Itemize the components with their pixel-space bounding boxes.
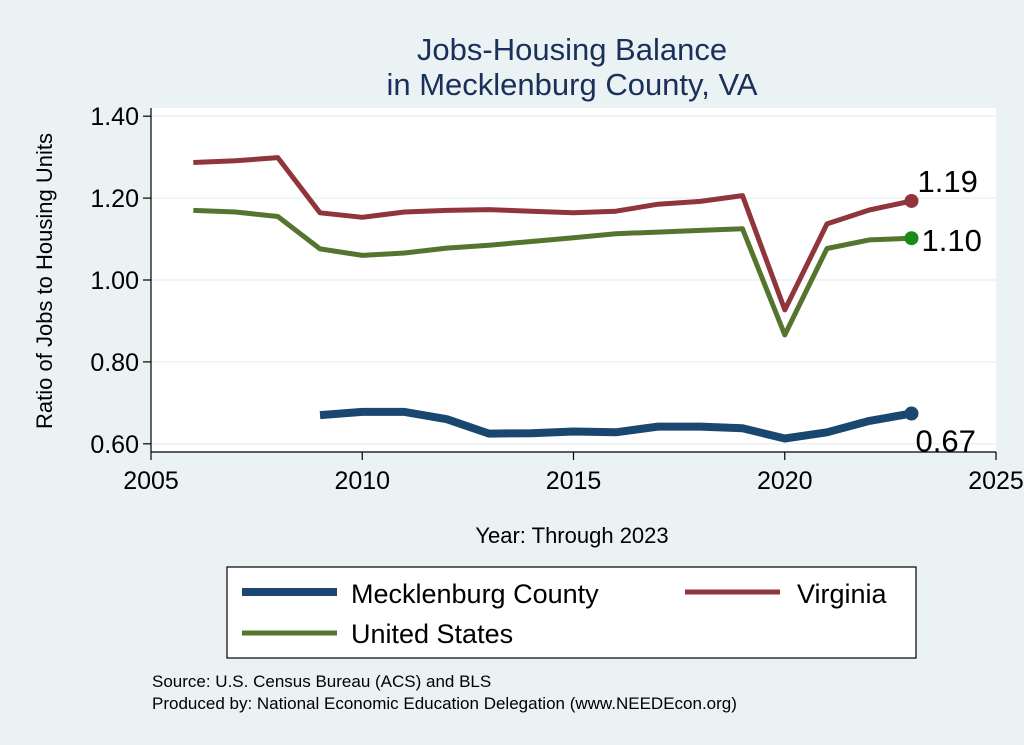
x-tick-label: 2020 (757, 467, 813, 495)
end-markers: 0.67 1.19 1.10 (904, 164, 982, 459)
y-axis-title: Ratio of Jobs to Housing Units (32, 133, 57, 429)
y-tick-label: 0.80 (90, 349, 139, 377)
x-tick-label: 2015 (546, 467, 602, 495)
x-ticks: 2005 2010 2015 2020 2025 (123, 452, 1024, 495)
chart-title-line-1: Jobs-Housing Balance (417, 32, 727, 67)
x-tick-label: 2025 (968, 467, 1024, 495)
legend-label-mecklenburg: Mecklenburg County (351, 579, 599, 609)
end-label-virginia: 1.19 (918, 164, 978, 199)
legend: Mecklenburg County Virginia United State… (226, 566, 917, 659)
series-line-mecklenburg (319, 407, 913, 443)
x-tick-label: 2005 (123, 467, 179, 495)
end-marker-mecklenburg (904, 406, 919, 421)
y-tick-label: 1.20 (90, 185, 139, 213)
end-label-mecklenburg: 0.67 (916, 424, 976, 459)
x-axis-title: Year: Through 2023 (475, 523, 668, 548)
producer-line: Produced by: National Economic Education… (152, 694, 737, 713)
y-ticks: 0.60 0.80 1.00 1.20 1.40 (90, 103, 151, 459)
source-line: Source: U.S. Census Bureau (ACS) and BLS (152, 672, 491, 691)
series-lines (193, 155, 913, 443)
chart-title-line-2: in Mecklenburg County, VA (386, 67, 757, 102)
gridlines (151, 115, 996, 445)
y-tick-label: 1.40 (90, 103, 139, 131)
legend-box (226, 566, 917, 659)
y-tick-label: 1.00 (90, 267, 139, 295)
end-marker-virginia (904, 193, 919, 208)
y-tick-label: 0.60 (90, 431, 139, 459)
legend-label-virginia: Virginia (797, 579, 888, 609)
series-line-united-states (193, 207, 912, 338)
x-tick-label: 2010 (334, 467, 390, 495)
series-line-virginia (193, 155, 913, 313)
legend-label-united-states: United States (351, 619, 513, 649)
end-marker-united-states (904, 231, 919, 246)
end-label-united-states: 1.10 (922, 223, 982, 258)
